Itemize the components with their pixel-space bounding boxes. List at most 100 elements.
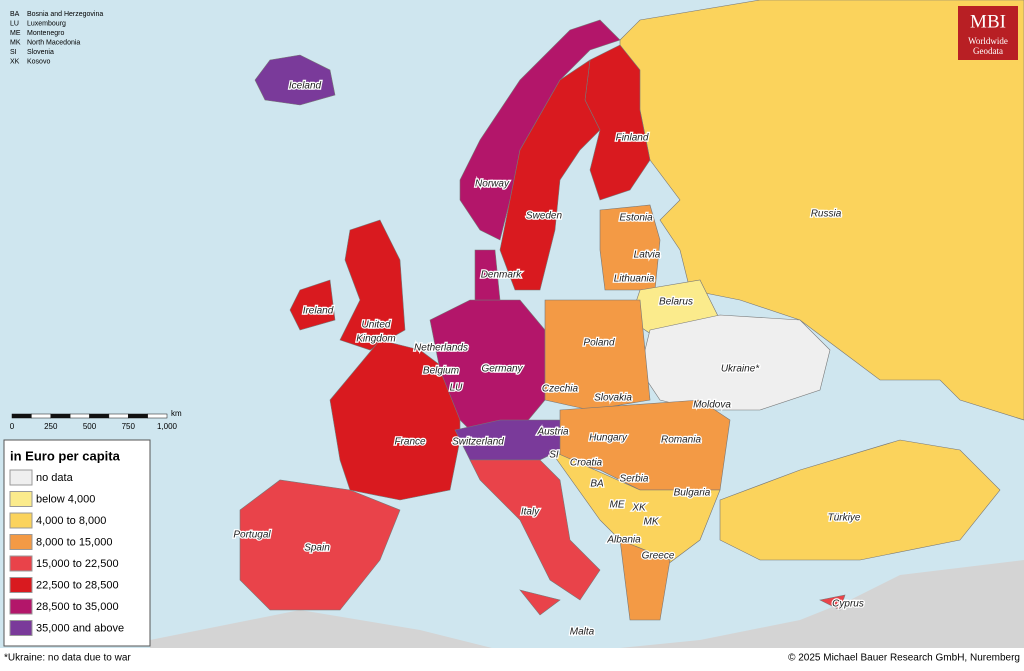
country-label: Austria xyxy=(536,427,569,438)
region xyxy=(499,59,601,291)
country-label: ME xyxy=(610,500,625,511)
scale-segment xyxy=(11,413,32,419)
legend-title: in Euro per capita xyxy=(10,448,121,463)
logo-subtitle: Worldwide xyxy=(968,36,1008,46)
scale-bar: 0 250 500 750 1,000 km xyxy=(10,409,182,431)
country-labels: Iceland Norway Sweden Finland Russia Estonia L… xyxy=(232,79,865,639)
country-label: Denmark xyxy=(481,270,523,281)
logo-subtitle: Geodata xyxy=(973,46,1003,56)
abbr-code: BA xyxy=(10,11,20,18)
country-label: Netherlands xyxy=(414,343,468,354)
legend-swatch xyxy=(9,555,33,572)
regions xyxy=(239,0,1024,621)
scale-unit: km xyxy=(171,409,182,418)
country-label: Greece xyxy=(642,551,675,562)
scale-segment xyxy=(128,413,148,419)
footer xyxy=(0,648,1024,671)
region xyxy=(329,339,461,501)
country-label: Sweden xyxy=(526,211,563,222)
country-label: Russia xyxy=(811,209,842,220)
non-europe-land xyxy=(150,560,1024,671)
legend-label: 22,500 to 28,500 xyxy=(36,579,119,591)
logo-title: MBI xyxy=(970,11,1006,32)
scale-tick-label: 1,000 xyxy=(157,422,178,431)
legend-label: 15,000 to 22,500 xyxy=(36,558,119,570)
legend-label: no data xyxy=(36,472,74,484)
region xyxy=(639,314,831,411)
country-label: Poland xyxy=(583,338,615,349)
scale-segment xyxy=(31,413,51,419)
legend-swatch xyxy=(9,469,33,486)
scale-segment xyxy=(89,413,110,419)
logo: MBI Worldwide Geodata xyxy=(958,6,1018,60)
country-label: Croatia xyxy=(570,458,603,469)
logo-box xyxy=(958,6,1018,60)
abbr-name: Luxembourg xyxy=(27,20,66,27)
country-label: Czechia xyxy=(542,384,579,395)
country-label: Finland xyxy=(616,133,649,144)
scale-segment xyxy=(50,413,71,419)
country-label: Norway xyxy=(475,179,510,190)
region xyxy=(519,589,561,616)
region xyxy=(459,19,621,241)
country-label: Bulgaria xyxy=(674,488,711,499)
legend-label: 28,500 to 35,000 xyxy=(36,601,119,613)
region xyxy=(254,54,336,106)
country-label: Albania xyxy=(606,535,641,546)
country-label: Switzerland xyxy=(452,437,504,448)
legend-swatch xyxy=(9,577,33,593)
scale-segment xyxy=(69,413,90,419)
region xyxy=(239,479,401,611)
country-label: LU xyxy=(450,383,464,394)
region xyxy=(289,279,336,331)
country-label: Italy xyxy=(521,507,540,518)
legend: no data below 4,000 4,000 to 8,000 8,000 to… xyxy=(9,469,124,636)
country-label: XK xyxy=(631,503,647,514)
scale-tick-label: 750 xyxy=(122,422,136,431)
region xyxy=(544,299,651,411)
country-label: Kingdom xyxy=(356,334,395,345)
country-label: Ukraine* xyxy=(721,364,760,375)
region xyxy=(474,249,501,301)
legend-swatch xyxy=(9,534,33,550)
abbr-name: North Macedonia xyxy=(27,39,80,46)
abbr-name: Kosovo xyxy=(27,58,50,65)
scale-tick-label: 0 xyxy=(10,422,15,431)
scale-tick-label: 250 xyxy=(44,422,58,431)
country-label: Malta xyxy=(570,627,595,638)
country-label: Türkiye xyxy=(828,513,861,524)
copyright: © 2025 Michael Bauer Research GmbH, Nure… xyxy=(788,653,1020,664)
country-label: United xyxy=(362,320,391,331)
abbr-code: SI xyxy=(10,49,17,56)
legend-label: 35,000 and above xyxy=(36,622,124,634)
abbr-code: LU xyxy=(10,20,19,27)
abbr-code: ME xyxy=(10,30,21,37)
country-label: Cyprus xyxy=(832,599,864,610)
country-label: Moldova xyxy=(693,400,731,411)
legend-swatch xyxy=(9,512,33,529)
legend-label: 8,000 to 15,000 xyxy=(36,536,112,548)
country-label: Latvia xyxy=(634,250,661,261)
abbr-name: Bosnia and Herzegovina xyxy=(27,11,103,18)
scale-tick-label: 500 xyxy=(83,422,97,431)
region xyxy=(819,594,846,611)
region xyxy=(719,439,1001,561)
country-label: Iceland xyxy=(289,81,322,92)
region xyxy=(469,459,601,601)
country-label: Estonia xyxy=(619,213,653,224)
country-label: Spain xyxy=(304,543,330,554)
country-label: Germany xyxy=(481,364,523,375)
country-label: Belgium xyxy=(423,366,459,377)
scale-segment xyxy=(108,413,129,419)
region xyxy=(619,539,671,621)
legend-swatch xyxy=(9,598,33,615)
abbr-name: Slovenia xyxy=(27,49,54,56)
country-label: Belarus xyxy=(659,297,693,308)
country-label: MK xyxy=(644,517,660,528)
legend-label: 4,000 to 8,000 xyxy=(36,515,106,527)
country-label: Portugal xyxy=(233,530,271,541)
footnote: *Ukraine: no data due to war xyxy=(4,653,131,664)
country-label: Romania xyxy=(661,435,701,446)
scale-segment xyxy=(147,413,168,419)
